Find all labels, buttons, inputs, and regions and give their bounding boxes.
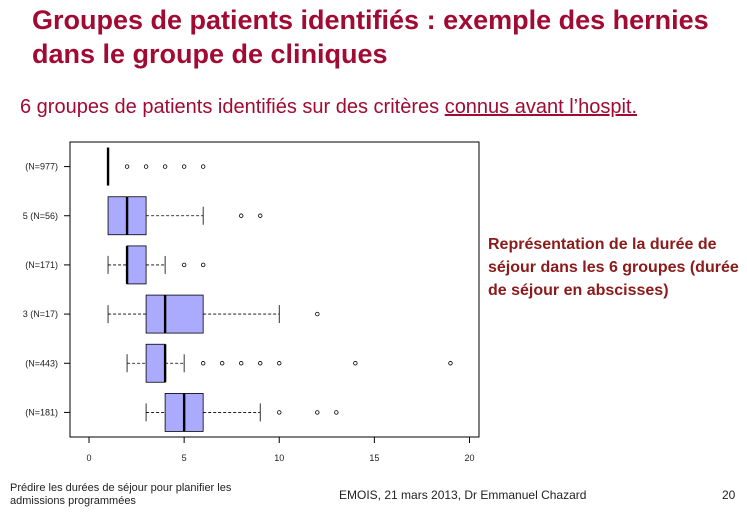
outlier-point (277, 361, 282, 366)
outlier-point (181, 164, 187, 169)
outlier-point (219, 361, 225, 366)
outlier-point (239, 361, 244, 366)
y-tick-label: (N=171) (25, 260, 58, 270)
x-tick-label: 10 (274, 453, 284, 463)
box-iqr (145, 294, 204, 334)
box-iqr (145, 343, 166, 383)
y-tick-label: 5 (N=56) (23, 211, 58, 221)
outlier-point (200, 262, 206, 268)
outlier-point (181, 262, 187, 268)
outlier-point (258, 213, 263, 218)
outlier-point (162, 164, 168, 169)
outlier-point (315, 410, 320, 415)
y-tick-label: (N=443) (25, 358, 58, 368)
slide-title: Groupes de patients identifiés : exemple… (32, 5, 709, 69)
subtitle-text: 6 groupes de patients identifiés sur des… (20, 96, 445, 118)
outlier-point (143, 164, 149, 169)
box-iqr (126, 245, 147, 285)
outlier-point (277, 410, 282, 415)
y-tick-label: (N=181) (25, 407, 58, 417)
y-tick-label: (N=977) (25, 162, 58, 172)
x-tick-label: 0 (87, 453, 92, 463)
x-tick-label: 15 (369, 453, 379, 463)
footer-left-text: Prédire les durées de séjour pour planif… (10, 482, 232, 507)
outlier-point (334, 410, 339, 415)
page-number: 20 (722, 488, 736, 502)
outlier-point (124, 164, 130, 169)
outlier-point (200, 361, 206, 366)
duration-boxplot-chart: 0 5 10 15 20 (N=977) 5 (N=56) (N=171) 3 (N=17) (N… (23, 141, 480, 463)
x-tick-label: 5 (182, 453, 187, 463)
outlier-point (448, 361, 453, 366)
footer-center-text: EMOIS, 21 mars 2013, Dr Emmanuel Chazard (339, 488, 587, 502)
x-tick-label: 20 (464, 453, 474, 463)
subtitle-underlined-text: connus avant l’hospit. (444, 96, 638, 118)
chart-caption: Représentation de la durée de séjour dan… (488, 236, 739, 299)
outlier-point (315, 311, 320, 317)
outlier-point (239, 213, 244, 218)
slide-subtitle: 6 groupes de patients identifiés sur des… (20, 96, 637, 119)
outlier-point (353, 361, 358, 366)
y-tick-label: 3 (N=17) (23, 309, 58, 319)
outlier-point (200, 164, 206, 169)
outlier-point (258, 361, 263, 366)
plot-frame (69, 141, 480, 438)
